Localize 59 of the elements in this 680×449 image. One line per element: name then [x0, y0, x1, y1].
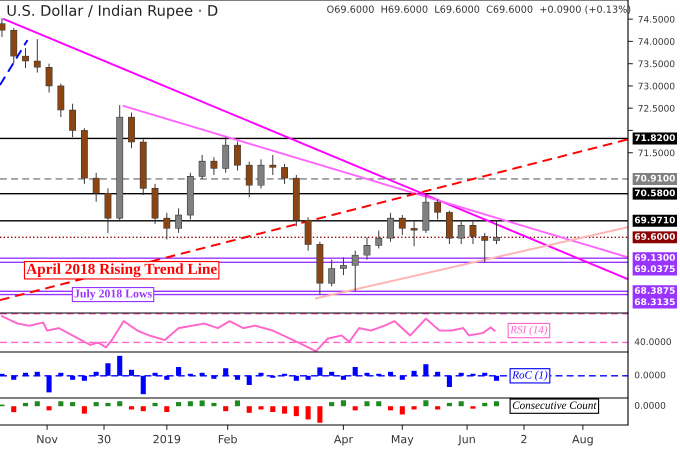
- candlestick: [22, 48, 29, 69]
- candlestick: [175, 208, 182, 234]
- candlestick: [246, 161, 253, 198]
- annotation: July 2018 Lows: [74, 289, 152, 300]
- candlestick: [222, 136, 230, 174]
- candlestick: [234, 141, 241, 172]
- text: 0.0000: [634, 402, 666, 409]
- x-tick-label: 2: [521, 434, 526, 444]
- ref-line-label: 69.0375: [634, 265, 675, 272]
- text: 0.0000: [634, 372, 666, 378]
- text: 40.0000: [634, 338, 672, 346]
- ref-line-label: 69.9710: [634, 216, 675, 224]
- x-tick-label: Jun: [458, 435, 475, 446]
- candlestick: [398, 214, 406, 236]
- y-tick-label: 74.5000: [638, 16, 674, 23]
- y-tick-label: 73.5000: [638, 60, 674, 68]
- candlestick: [458, 221, 465, 244]
- candlestick: [481, 232, 488, 263]
- candlestick: [493, 220, 500, 244]
- x-tick-label: 2019: [153, 434, 180, 444]
- candlestick: [364, 236, 370, 260]
- x-tick-label: 30: [98, 434, 110, 444]
- candlestick: [328, 259, 336, 287]
- x-tick-label: Nov: [37, 435, 58, 444]
- series-label: RSI (14): [510, 326, 548, 336]
- candlestick: [34, 38, 41, 74]
- x-tick-label: May: [392, 435, 414, 446]
- ref-line-label: 69.1300: [634, 254, 675, 261]
- candlestick: [470, 221, 476, 244]
- chart-title: U.S. Dollar / Indian Rupee · D: [8, 4, 218, 19]
- candlestick: [375, 230, 382, 249]
- candlestick: [69, 103, 76, 138]
- ref-line-label: 71.8200: [634, 134, 675, 142]
- annotation: April 2018 Rising Trend Line: [26, 263, 217, 278]
- candlestick: [210, 156, 218, 176]
- ref-line-label: 70.5800: [634, 189, 675, 196]
- ref-line-label: 68.3135: [634, 298, 675, 306]
- y-tick-label: 73.0000: [638, 82, 674, 90]
- candlestick: [434, 198, 442, 220]
- x-tick-label: Apr: [334, 435, 354, 446]
- candlestick: [269, 154, 276, 176]
- y-tick-label: 72.5000: [638, 104, 674, 112]
- y-tick-label: 74.0000: [638, 38, 674, 45]
- candlestick: [281, 163, 288, 184]
- x-tick-label: Aug: [572, 435, 593, 446]
- ref-line-label: 69.6000: [634, 233, 675, 240]
- candlestick: [340, 256, 347, 276]
- ref-line-label: 68.3875: [634, 287, 675, 294]
- candlestick: [46, 63, 52, 94]
- candlestick: [387, 212, 394, 242]
- candlestick: [352, 250, 359, 292]
- series-label: Consecutive Count: [512, 402, 597, 410]
- y-tick-label: 71.5000: [638, 149, 674, 156]
- candlestick: [92, 172, 100, 202]
- candlestick: [163, 212, 170, 240]
- ref-line-label: 70.9100: [634, 174, 675, 182]
- series-label: RoC (1): [512, 370, 548, 381]
- x-tick-label: Feb: [218, 434, 237, 444]
- candlestick: [410, 221, 418, 247]
